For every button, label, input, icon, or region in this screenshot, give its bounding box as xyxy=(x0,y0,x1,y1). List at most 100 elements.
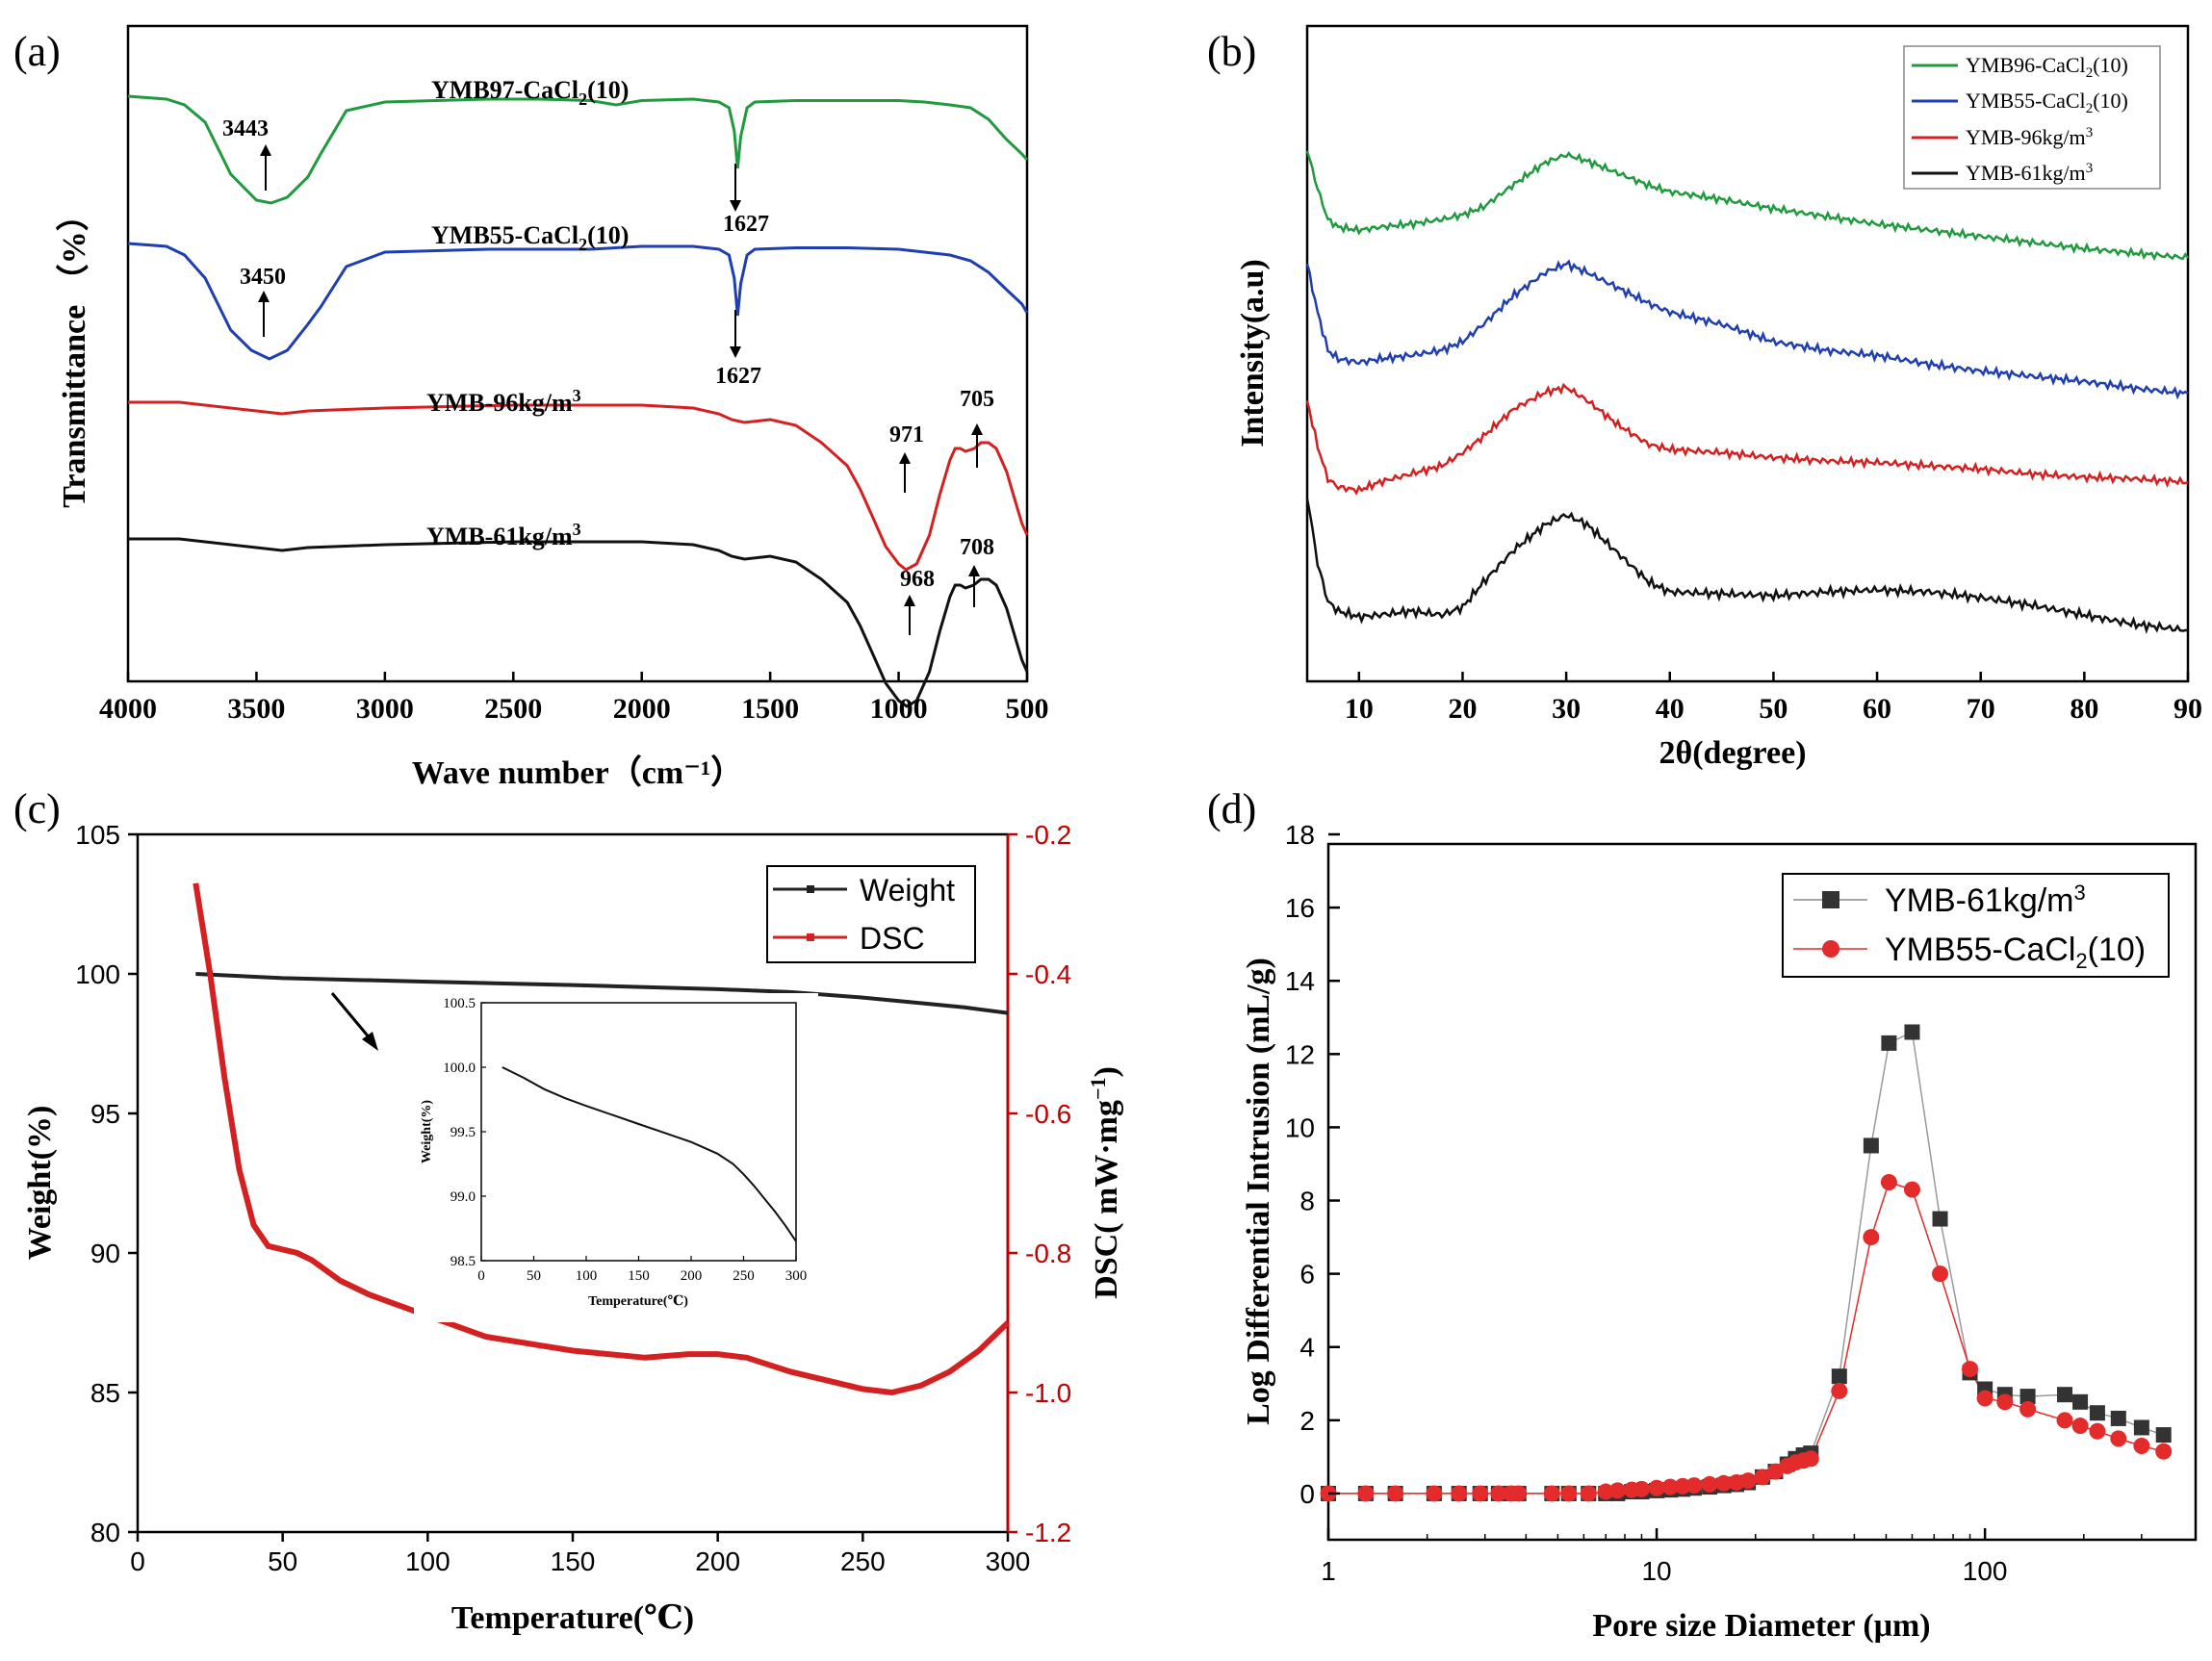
pore-y-tick-label: 10 xyxy=(1285,1112,1315,1142)
xrd-series-line xyxy=(1305,498,2189,635)
ftir-series-line xyxy=(127,94,1029,205)
pore-x-tick-label: 100 xyxy=(1963,1556,2008,1586)
arrow-up-icon xyxy=(260,144,271,156)
tga-x-tick-label: 250 xyxy=(840,1546,886,1576)
pore-point-circle xyxy=(1880,1174,1897,1190)
pore-point-circle xyxy=(1863,1229,1880,1246)
xrd-x-tick-label: 90 xyxy=(2173,693,2202,725)
xrd-legend-item-4: YMB-61kg/m3 xyxy=(1966,161,2093,185)
ftir-annotations: 3443 1627 3450 1627 971 705 968 708 xyxy=(222,116,994,635)
inset-x-tick-label: 100 xyxy=(576,1268,598,1284)
pore-point-circle xyxy=(1962,1361,1979,1378)
pore-point-circle xyxy=(1426,1485,1443,1502)
pore-point-circle xyxy=(1831,1382,1848,1399)
inset-x-tick-label: 200 xyxy=(681,1268,703,1284)
pore-legend: YMB-61kg/m3 YMB55-CaCl2(10) xyxy=(1782,873,2170,978)
inset-y-tick-label: 99.0 xyxy=(450,1189,476,1205)
peak-label-1627a: 1627 xyxy=(723,212,769,237)
tga-legend-weight: Weight xyxy=(860,873,955,907)
xrd-legend: YMB96-CaCl2(10) YMB55-CaCl2(10) YMB-96kg… xyxy=(1903,45,2161,190)
ftir-series-line xyxy=(128,400,1029,572)
pore-point-circle xyxy=(1580,1485,1597,1502)
pore-point-circle xyxy=(2019,1400,2037,1418)
xrd-x-axis-label: 2θ(degree) xyxy=(1659,735,1806,771)
inset-background xyxy=(414,993,818,1322)
pore-point-circle xyxy=(1802,1450,1819,1468)
ftir-series-line xyxy=(127,242,1029,361)
pore-x-axis-label: Pore size Diameter (μm) xyxy=(1592,1608,1930,1644)
pore-point-square xyxy=(2072,1393,2089,1410)
pore-point-circle xyxy=(1608,1482,1626,1499)
ftir-series-line xyxy=(128,537,1029,708)
tga-y-tick-label: 105 xyxy=(75,820,120,850)
pore-point-circle xyxy=(2110,1430,2127,1447)
xrd-legend-item-3: YMB-96kg/m3 xyxy=(1966,125,2093,149)
inset-y-tick-label: 99.5 xyxy=(450,1125,476,1140)
xrd-x-tick-label: 10 xyxy=(1345,693,1374,725)
tga-y-tick-label: 85 xyxy=(90,1378,120,1408)
xrd-legend-item-2: YMB55-CaCl2(10) xyxy=(1966,89,2128,116)
pore-point-circle xyxy=(1739,1472,1757,1490)
legend-marker xyxy=(807,933,814,941)
dsc-y-tick-label: -0.2 xyxy=(1025,820,1071,850)
ftir-curve-label-4: YMB-61kg/m3 xyxy=(426,520,581,550)
inset-y-tick-label: 100.5 xyxy=(443,996,476,1011)
pore-y-tick-label: 8 xyxy=(1299,1187,1315,1216)
pore-point-square xyxy=(2057,1387,2073,1403)
inset-y-axis-label: Weight(%) xyxy=(420,1100,434,1163)
pore-point-square xyxy=(2110,1410,2126,1426)
xrd-series-line xyxy=(1305,150,2189,262)
inset-x-tick-label: 0 xyxy=(477,1268,485,1284)
pore-legend-item-1: YMB-61kg/m3 xyxy=(1885,881,2086,919)
pore-point-circle xyxy=(1661,1478,1679,1495)
xrd-x-tick-label: 50 xyxy=(1759,693,1788,725)
tga-x-tick-label: 200 xyxy=(695,1546,740,1576)
ftir-plot-frame xyxy=(126,24,1029,683)
xrd-x-tick-label: 20 xyxy=(1448,693,1477,725)
panel-label-b: (b) xyxy=(1207,28,1256,75)
pore-point-circle xyxy=(1754,1469,1771,1486)
inset-x-axis-label: Temperature(℃) xyxy=(588,1294,688,1309)
pore-point-circle xyxy=(2056,1412,2073,1429)
tga-dsc-chart: 0 50 100 150 200 250 300 80 85 90 95 100 105 -1.2 -1.0… xyxy=(22,820,1124,1636)
ftir-curve-label-2: YMB55-CaCl2(10) xyxy=(431,221,629,254)
pore-x-tick-label: 1 xyxy=(1321,1556,1336,1586)
ftir-x-tick-label: 3500 xyxy=(227,693,285,725)
pore-point-circle xyxy=(1685,1477,1703,1495)
dsc-y-axis-label: DSC( mW·mg−1) xyxy=(1086,1066,1124,1299)
pore-point-circle xyxy=(1597,1483,1614,1500)
arrow-down-icon xyxy=(730,346,741,358)
pore-point-circle xyxy=(2071,1418,2089,1435)
ftir-y-axis-label: Transmittance （%） xyxy=(55,198,92,507)
peak-label-1627b: 1627 xyxy=(715,364,761,389)
legend-marker-square xyxy=(1822,891,1839,908)
pore-legend-item-2: YMB55-CaCl2(10) xyxy=(1885,932,2146,973)
inset-x-tick-label: 250 xyxy=(733,1268,755,1284)
peak-label-3450: 3450 xyxy=(240,265,286,290)
peak-label-3443: 3443 xyxy=(222,116,269,141)
arrow-up-icon xyxy=(968,565,980,576)
pore-y-tick-label: 14 xyxy=(1285,966,1315,996)
pore-y-tick-label: 2 xyxy=(1299,1406,1315,1436)
pore-point-circle xyxy=(1903,1181,1920,1198)
tga-x-tick-label: 100 xyxy=(405,1546,450,1576)
arrow-up-icon xyxy=(899,452,911,464)
pore-point-circle xyxy=(1357,1485,1375,1502)
panel-label-c: (c) xyxy=(13,785,61,832)
pore-point-circle xyxy=(1648,1479,1665,1496)
pore-point-square xyxy=(1932,1211,1948,1227)
tga-legend-dsc: DSC xyxy=(860,921,925,956)
peak-label-708: 708 xyxy=(960,535,994,560)
ftir-x-tick-label: 1500 xyxy=(741,693,799,725)
arrow-down-right-icon xyxy=(362,1032,378,1051)
xrd-legend-box xyxy=(1903,45,2161,190)
ftir-x-tick-label: 4000 xyxy=(99,693,157,725)
pore-point-circle xyxy=(1715,1474,1733,1492)
pore-point-square xyxy=(1881,1035,1897,1051)
tga-legend-box xyxy=(766,865,976,963)
pore-y-tick-label: 4 xyxy=(1299,1333,1315,1363)
ftir-x-tick-label: 500 xyxy=(1006,693,1049,725)
legend-marker-circle xyxy=(1822,940,1839,958)
xrd-x-tick-label: 70 xyxy=(1967,693,1995,725)
tga-y-tick-label: 95 xyxy=(90,1099,120,1129)
